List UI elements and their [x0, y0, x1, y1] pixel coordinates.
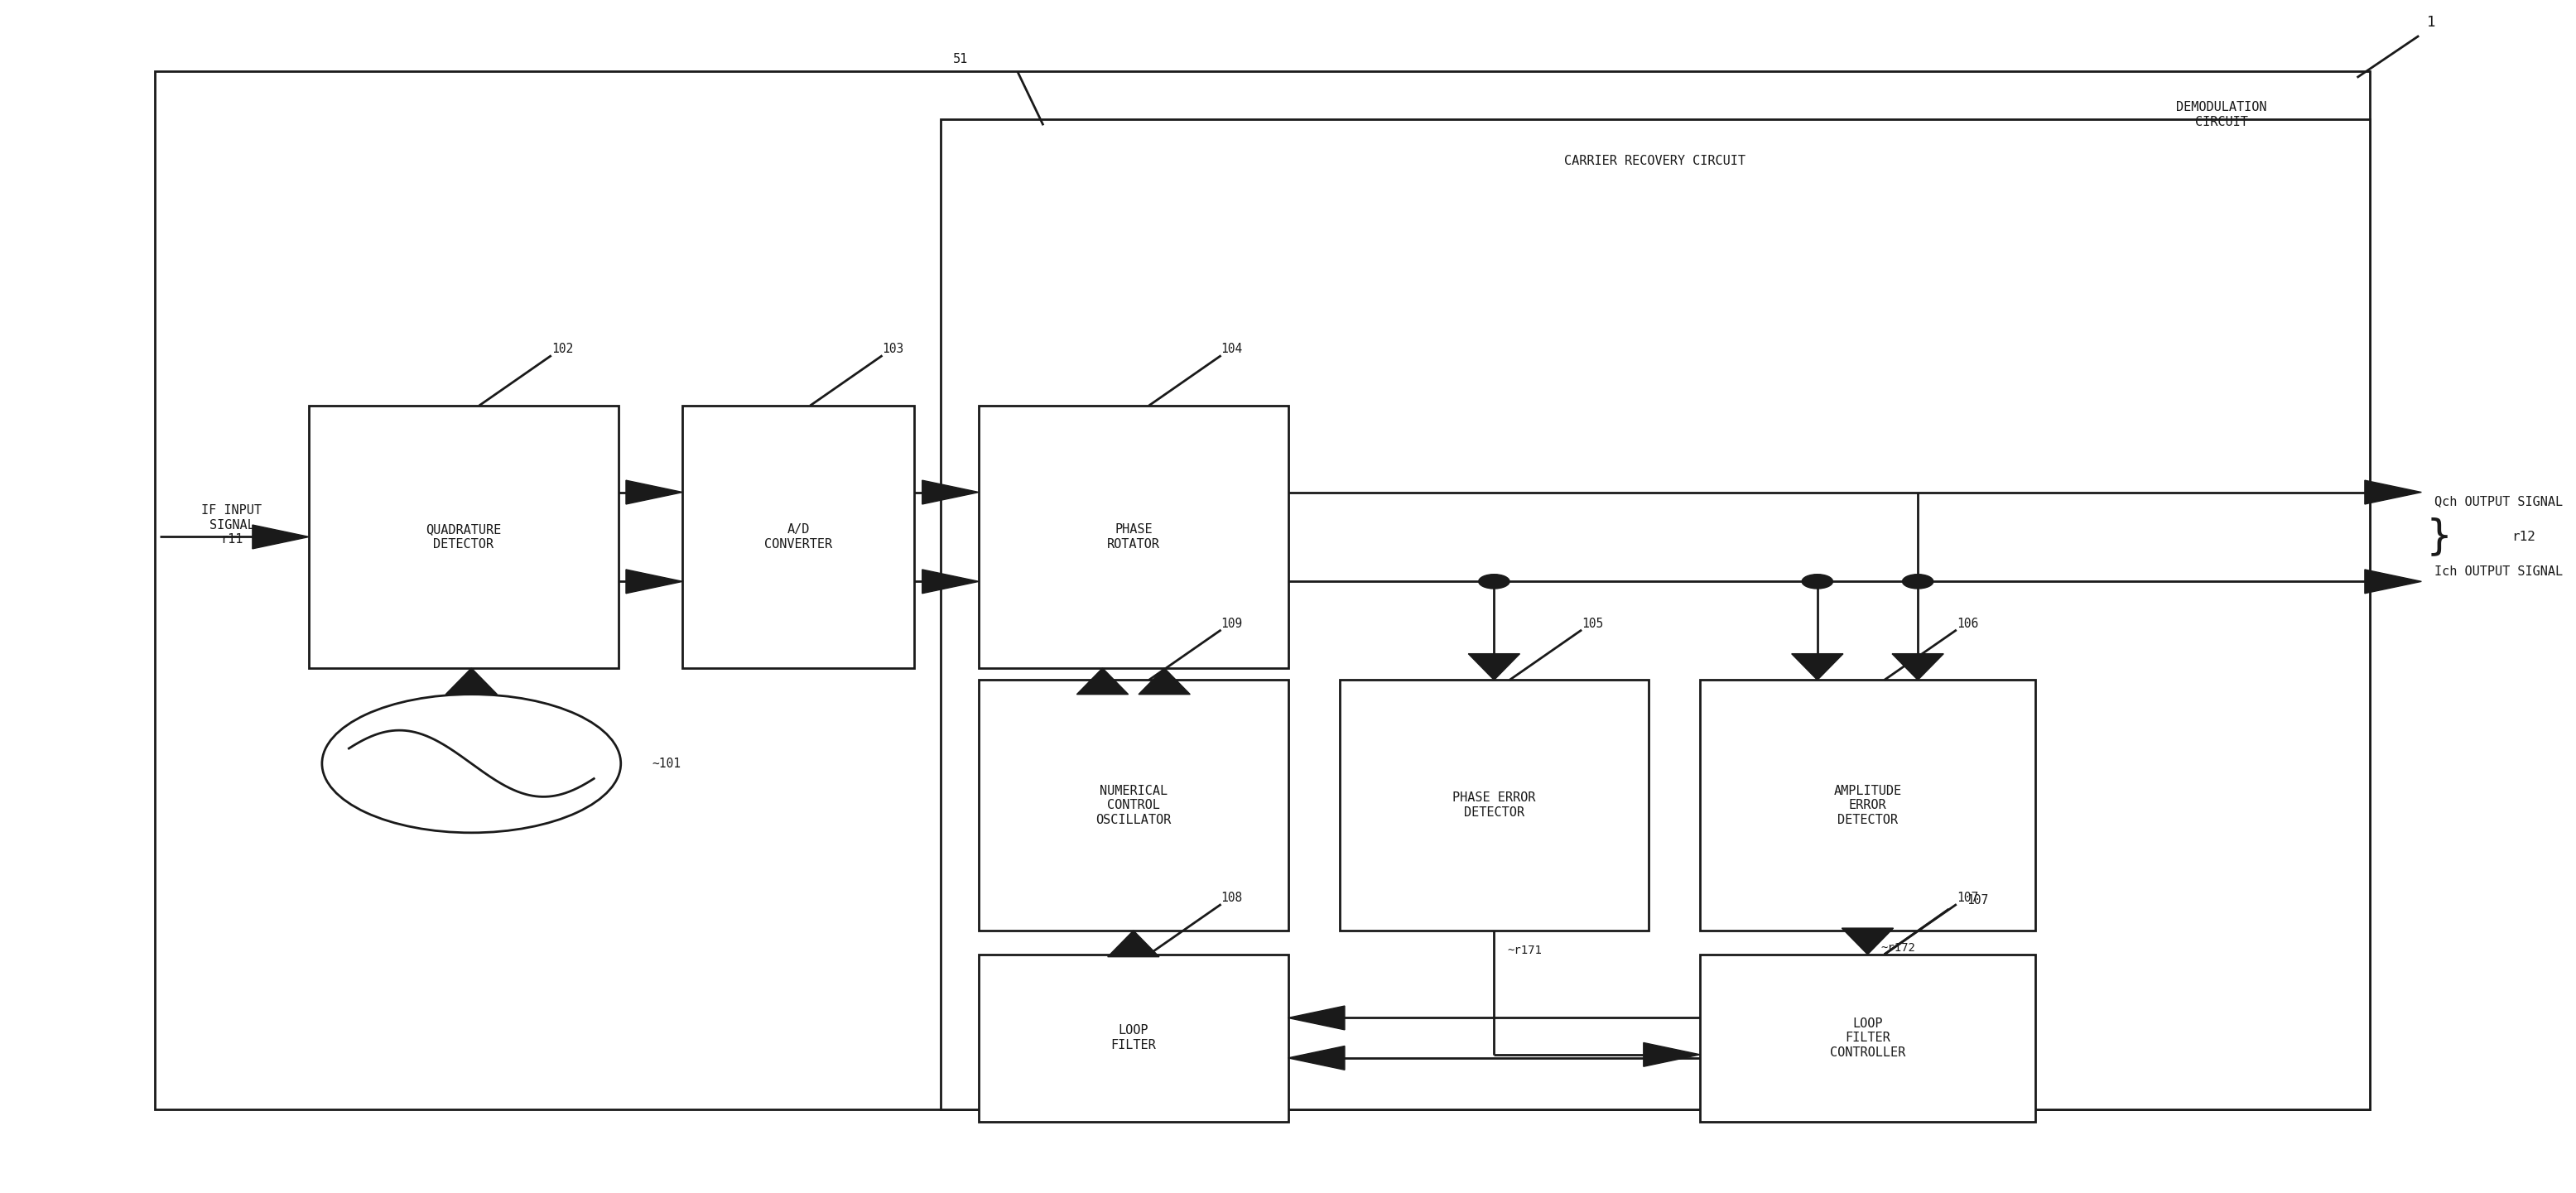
FancyBboxPatch shape [1340, 680, 1649, 931]
Polygon shape [1842, 928, 1893, 954]
FancyBboxPatch shape [979, 954, 1288, 1121]
Circle shape [1479, 574, 1510, 588]
Text: NUMERICAL
CONTROL
OSCILLATOR: NUMERICAL CONTROL OSCILLATOR [1095, 785, 1172, 826]
Polygon shape [1288, 1006, 1345, 1030]
Polygon shape [1139, 668, 1190, 694]
Polygon shape [252, 525, 309, 549]
FancyBboxPatch shape [940, 119, 2370, 1109]
FancyBboxPatch shape [1700, 954, 2035, 1121]
Text: 108: 108 [1221, 892, 1242, 904]
Polygon shape [2365, 569, 2421, 593]
Polygon shape [1790, 654, 1844, 680]
Text: 106: 106 [1958, 618, 1978, 630]
Text: 104: 104 [1221, 344, 1242, 356]
Text: 109: 109 [1221, 618, 1242, 630]
Polygon shape [1468, 654, 1520, 680]
Polygon shape [922, 569, 979, 593]
Text: CARRIER RECOVERY CIRCUIT: CARRIER RECOVERY CIRCUIT [1564, 155, 1747, 167]
Polygon shape [922, 481, 979, 505]
Text: 107: 107 [1968, 895, 1989, 907]
Text: ~101: ~101 [652, 758, 680, 769]
Text: PHASE ERROR
DETECTOR: PHASE ERROR DETECTOR [1453, 792, 1535, 818]
Circle shape [1801, 574, 1834, 588]
Text: 51: 51 [953, 54, 969, 66]
Text: 107: 107 [1958, 892, 1978, 904]
Circle shape [1901, 574, 1932, 588]
Text: A/D
CONVERTER: A/D CONVERTER [765, 524, 832, 550]
Polygon shape [1077, 668, 1128, 694]
Text: LOOP
FILTER: LOOP FILTER [1110, 1025, 1157, 1051]
Text: 102: 102 [551, 344, 572, 356]
FancyBboxPatch shape [979, 406, 1288, 668]
Text: PHASE
ROTATOR: PHASE ROTATOR [1108, 524, 1159, 550]
Text: r12: r12 [2512, 531, 2535, 543]
Text: 105: 105 [1582, 618, 1602, 630]
FancyBboxPatch shape [979, 680, 1288, 931]
FancyBboxPatch shape [309, 406, 618, 668]
Text: }: } [2427, 517, 2452, 557]
Text: 1: 1 [2427, 16, 2434, 30]
Text: DEMODULATION
CIRCUIT: DEMODULATION CIRCUIT [2177, 101, 2267, 128]
Polygon shape [446, 668, 497, 694]
Text: IF INPUT
SIGNAL
r11: IF INPUT SIGNAL r11 [201, 505, 263, 545]
Text: 103: 103 [881, 344, 904, 356]
Text: ~r171: ~r171 [1507, 945, 1540, 957]
FancyBboxPatch shape [1700, 680, 2035, 931]
Text: LOOP
FILTER
CONTROLLER: LOOP FILTER CONTROLLER [1829, 1018, 1906, 1058]
Polygon shape [1643, 1043, 1700, 1067]
Polygon shape [1288, 1046, 1345, 1070]
Polygon shape [1108, 931, 1159, 957]
FancyBboxPatch shape [155, 72, 2370, 1109]
Polygon shape [2365, 481, 2421, 505]
Polygon shape [626, 481, 683, 505]
Polygon shape [626, 569, 683, 593]
Text: AMPLITUDE
ERROR
DETECTOR: AMPLITUDE ERROR DETECTOR [1834, 785, 1901, 826]
Text: Ich OUTPUT SIGNAL: Ich OUTPUT SIGNAL [2434, 565, 2563, 579]
Text: QUADRATURE
DETECTOR: QUADRATURE DETECTOR [425, 524, 502, 550]
Text: Qch OUTPUT SIGNAL: Qch OUTPUT SIGNAL [2434, 495, 2563, 508]
Text: ~r172: ~r172 [1880, 942, 1914, 954]
Polygon shape [1891, 654, 1945, 680]
FancyBboxPatch shape [683, 406, 914, 668]
